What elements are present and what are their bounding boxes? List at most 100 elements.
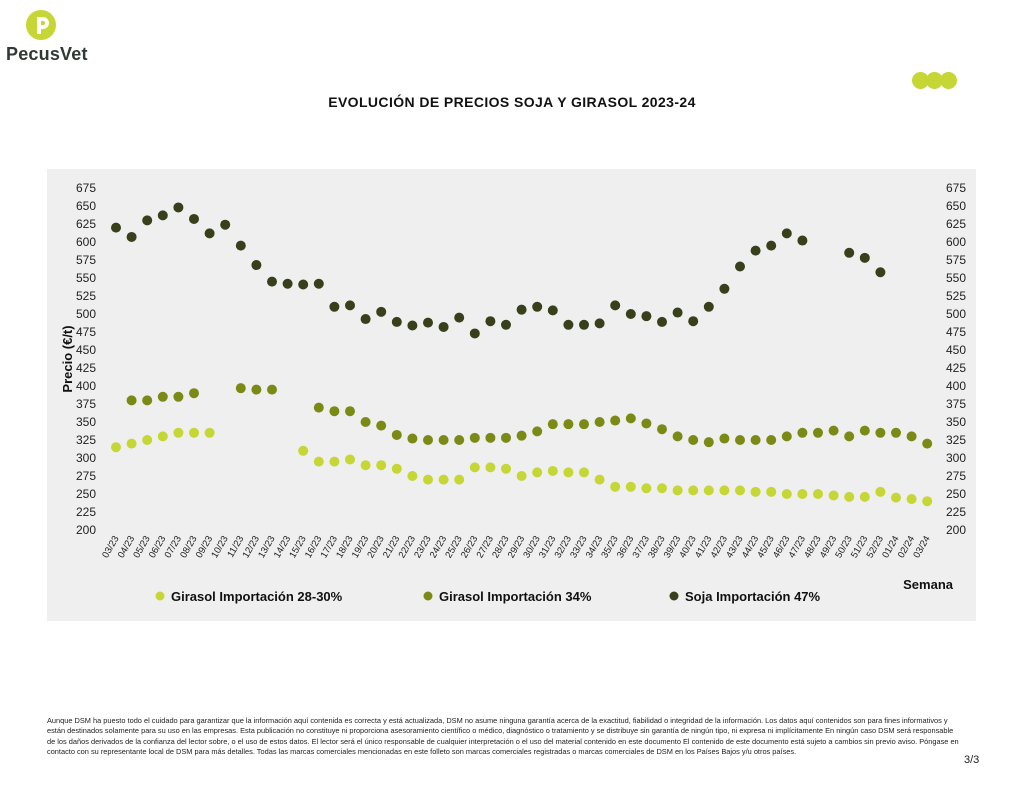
data-point	[813, 427, 823, 438]
data-point	[469, 328, 480, 339]
legend-label: Girasol Importación 34%	[439, 589, 592, 604]
data-point	[672, 307, 683, 318]
y-tick-label-right: 225	[946, 505, 966, 519]
data-point	[360, 460, 371, 471]
legend-marker	[155, 591, 165, 601]
y-tick-label-left: 425	[76, 361, 96, 375]
y-tick-label-left: 625	[76, 217, 96, 231]
data-point	[157, 210, 168, 221]
data-point	[735, 435, 745, 445]
data-point	[547, 305, 558, 316]
data-point	[376, 420, 387, 431]
data-point	[454, 435, 465, 445]
data-point	[781, 228, 792, 239]
data-point	[579, 467, 589, 478]
data-point	[875, 486, 886, 497]
data-point	[313, 278, 324, 289]
data-point	[204, 427, 215, 438]
data-point	[641, 483, 652, 494]
y-tick-label-right: 450	[946, 343, 966, 357]
data-point	[126, 231, 137, 242]
legend-label: Girasol Importación 28-30%	[171, 589, 343, 604]
data-point	[703, 485, 714, 496]
y-tick-label-left: 650	[76, 199, 96, 213]
data-point	[126, 395, 137, 406]
data-point	[797, 489, 808, 499]
data-point	[235, 240, 246, 251]
y-tick-label-right: 525	[946, 289, 966, 303]
data-point	[501, 432, 511, 443]
data-point	[844, 247, 855, 258]
data-point	[111, 222, 121, 233]
data-point	[719, 485, 730, 496]
data-point	[594, 417, 605, 427]
data-point	[797, 235, 808, 246]
y-tick-label-left: 300	[76, 451, 96, 465]
data-point	[407, 433, 418, 444]
data-point	[360, 314, 371, 325]
data-point	[485, 432, 496, 443]
data-point	[594, 474, 605, 485]
data-point	[891, 492, 901, 503]
y-tick-label-left: 325	[76, 433, 96, 447]
data-point	[501, 319, 511, 330]
data-point	[610, 300, 621, 311]
legend-marker	[423, 591, 433, 601]
y-tick-label-right: 475	[946, 325, 966, 339]
y-tick-label-right: 275	[946, 469, 966, 483]
data-point	[407, 471, 418, 481]
y-tick-label-left: 675	[76, 181, 96, 195]
y-tick-label-left: 375	[76, 397, 96, 411]
data-point	[688, 485, 699, 496]
data-point	[111, 442, 121, 453]
data-point	[532, 301, 543, 312]
data-point	[282, 278, 293, 289]
y-tick-label-left: 400	[76, 379, 96, 393]
data-point	[189, 213, 199, 224]
x-axis-title: Semana	[903, 577, 954, 592]
data-point	[781, 489, 792, 499]
data-point	[641, 311, 652, 322]
data-point	[703, 437, 714, 448]
y-tick-label-right: 325	[946, 433, 966, 447]
data-point	[423, 435, 433, 445]
data-point	[672, 485, 683, 496]
data-point	[189, 388, 199, 399]
data-point	[329, 406, 340, 417]
data-point	[376, 306, 387, 317]
data-point	[407, 320, 418, 331]
data-point	[547, 465, 558, 476]
data-point	[688, 435, 699, 445]
disclaimer-text: Aunque DSM ha puesto todo el cuidado par…	[47, 716, 959, 756]
y-tick-label-right: 425	[946, 361, 966, 375]
data-point	[173, 391, 184, 402]
y-tick-label-left: 475	[76, 325, 96, 339]
y-axis-title: Precio (€/t)	[60, 325, 75, 392]
chart-panel: 200 200 225 225 250 250 275 275 300 300 325 325 350 3…	[47, 169, 976, 621]
y-tick-label-left: 225	[76, 505, 96, 519]
data-point	[376, 460, 387, 471]
data-point	[469, 462, 480, 473]
data-point	[329, 301, 340, 312]
y-tick-label-left: 250	[76, 487, 96, 501]
data-point	[251, 260, 262, 271]
data-point	[859, 491, 870, 502]
data-point	[906, 494, 917, 505]
y-tick-label-right: 575	[946, 253, 966, 267]
data-point	[563, 419, 574, 430]
data-point	[485, 462, 496, 473]
data-point	[625, 309, 636, 319]
data-point	[235, 383, 246, 394]
pecusvet-logo: PecusVet	[6, 10, 96, 70]
data-point	[391, 429, 402, 440]
data-point	[220, 219, 231, 230]
data-point	[703, 301, 714, 312]
legend-label: Soja Importación 47%	[685, 589, 821, 604]
data-point	[766, 486, 777, 497]
data-point	[781, 431, 792, 442]
y-tick-label-left: 525	[76, 289, 96, 303]
data-point	[766, 435, 777, 445]
pecusvet-logo-mark	[26, 10, 56, 40]
y-tick-label-right: 675	[946, 181, 966, 195]
data-point	[360, 417, 371, 427]
